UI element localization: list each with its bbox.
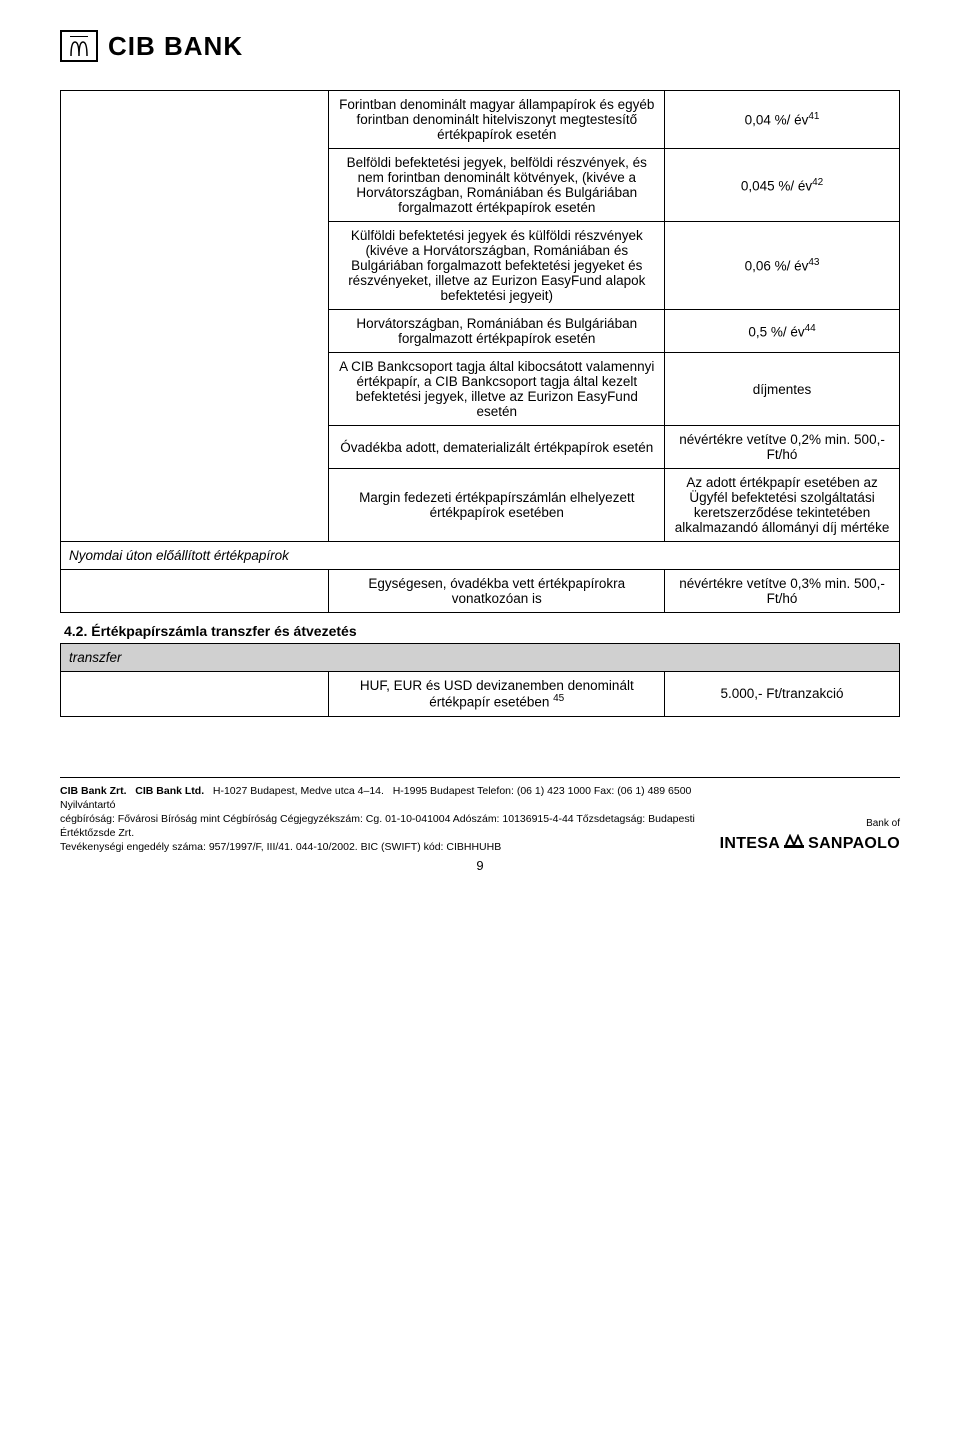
left-empty-cell: [61, 91, 329, 542]
footer: CIB Bank Zrt. CIB Bank Ltd. H-1027 Budap…: [60, 777, 900, 855]
cib-logo: CIB BANK: [60, 30, 243, 62]
value-cell: névértékre vetítve 0,2% min. 500,- Ft/hó: [665, 426, 900, 469]
sanpaolo-icon: [784, 833, 804, 855]
left-empty-cell: [61, 570, 329, 613]
bank-of-label: Bank of: [866, 817, 900, 831]
footer-brand: Bank of INTESA SANPAOLO: [710, 817, 900, 854]
desc-cell: Forintban denominált magyar állampapírok…: [329, 91, 665, 149]
transfer-table: transzfer HUF, EUR és USD devizanemben d…: [60, 643, 900, 717]
desc-cell: HUF, EUR és USD devizanemben denominált …: [329, 672, 665, 717]
nyomdai-label-cell: Nyomdai úton előállított értékpapírok: [61, 542, 900, 570]
value-cell: 0,06 %/ év43: [665, 222, 900, 310]
value-cell: 0,5 %/ év44: [665, 310, 900, 353]
table-row: Forintban denominált magyar állampapírok…: [61, 91, 900, 149]
desc-cell: Belföldi befektetési jegyek, belföldi ré…: [329, 149, 665, 222]
intesa-logo: INTESA SANPAOLO: [720, 833, 900, 855]
value-cell: 0,04 %/ év41: [665, 91, 900, 149]
table-row: HUF, EUR és USD devizanemben denominált …: [61, 672, 900, 717]
page: CIB BANK Forintban denominált magyar áll…: [0, 0, 960, 893]
value-cell: 0,045 %/ év42: [665, 149, 900, 222]
desc-cell: Margin fedezeti értékpapírszámlán elhely…: [329, 469, 665, 542]
intesa-text-b: SANPAOLO: [808, 833, 900, 855]
value-cell: díjmentes: [665, 353, 900, 426]
table-row-nyomdai-label: Nyomdai úton előállított értékpapírok: [61, 542, 900, 570]
header: CIB BANK: [60, 30, 900, 62]
intesa-text-a: INTESA: [720, 833, 780, 855]
page-number: 9: [60, 858, 900, 873]
table-row: Egységesen, óvadékba vett értékpapírokra…: [61, 570, 900, 613]
footer-bank-ltd: CIB Bank Ltd.: [135, 785, 204, 797]
transfer-label-cell: transzfer: [61, 644, 900, 672]
fee-table: Forintban denominált magyar állampapírok…: [60, 90, 900, 613]
desc-cell: Horvátországban, Romániában és Bulgáriáb…: [329, 310, 665, 353]
desc-cell: Egységesen, óvadékba vett értékpapírokra…: [329, 570, 665, 613]
grey-row: transzfer: [61, 644, 900, 672]
footer-text: CIB Bank Zrt. CIB Bank Ltd. H-1027 Budap…: [60, 784, 710, 855]
left-empty-cell: [61, 672, 329, 717]
value-cell: Az adott értékpapír esetében az Ügyfél b…: [665, 469, 900, 542]
section-heading: 4.2. Értékpapírszámla transzfer és átvez…: [60, 613, 900, 643]
footer-address: H-1027 Budapest, Medve utca 4–14.: [213, 785, 384, 797]
bank-name: CIB BANK: [108, 31, 243, 62]
desc-cell: A CIB Bankcsoport tagja által kibocsátot…: [329, 353, 665, 426]
desc-cell: Óvadékba adott, dematerializált értékpap…: [329, 426, 665, 469]
desc-cell: Külföldi befektetési jegyek és külföldi …: [329, 222, 665, 310]
footer-line2: cégbíróság: Fővárosi Bíróság mint Cégbír…: [60, 812, 710, 840]
cib-logo-icon: [60, 30, 98, 62]
value-cell: névértékre vetítve 0,3% min. 500,- Ft/hó: [665, 570, 900, 613]
footer-bank-zrt: CIB Bank Zrt.: [60, 785, 127, 797]
footer-line3: Tevékenységi engedély száma: 957/1997/F,…: [60, 840, 710, 854]
value-cell: 5.000,- Ft/tranzakció: [665, 672, 900, 717]
